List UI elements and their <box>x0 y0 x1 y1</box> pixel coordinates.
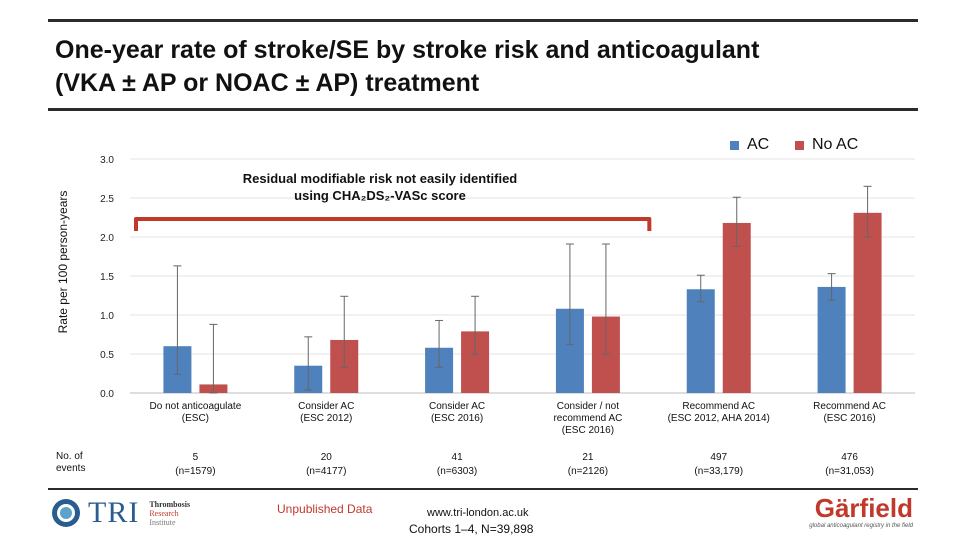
y-axis-label: Rate per 100 person-years <box>56 190 70 334</box>
event-count: 476 (n=31,053) <box>795 451 905 479</box>
legend-label-ac: AC <box>747 136 770 153</box>
legend-item-no-ac: No AC <box>795 136 858 154</box>
website-link[interactable]: www.tri-london.ac.uk <box>427 507 529 519</box>
tri-line-1: Thrombosis <box>149 499 191 509</box>
row-label-line-2: events <box>56 463 86 474</box>
tri-wordmark: TRI <box>88 496 140 529</box>
x-tick-label: Recommend AC (ESC 2012, AHA 2014) <box>654 401 784 425</box>
bar-no-ac <box>853 212 882 393</box>
event-count-n: (n=4177) <box>306 466 347 477</box>
x-tick-label: Do not anticoagulate (ESC) <box>130 401 260 425</box>
legend-swatch-no-ac <box>795 140 804 150</box>
x-tick-label-line: (ESC) <box>181 413 210 424</box>
bar-ac <box>686 289 715 393</box>
annotation-line-2: using CHA₂DS₂-VASc score <box>294 188 466 203</box>
y-tick-label: 1.5 <box>100 272 114 283</box>
event-count: 20 (n=4177) <box>271 451 381 479</box>
tri-logo: TRI Thrombosis Research Institute <box>50 496 190 530</box>
event-count-value: 497 <box>710 452 728 463</box>
y-tick-label: 2.0 <box>100 233 114 244</box>
title-line-1: One-year rate of stroke/SE by stroke ris… <box>55 36 760 64</box>
x-tick-label-line: (ESC 2016) <box>561 425 615 436</box>
tri-institute-name: Thrombosis Research Institute <box>149 500 190 527</box>
x-tick-label-line: (ESC 2012) <box>300 413 353 424</box>
x-tick-label-line: recommend AC <box>553 413 623 424</box>
events-row-label: No. of events <box>56 451 85 475</box>
bar-no-ac <box>722 222 751 393</box>
event-count-n: (n=2126) <box>567 466 609 477</box>
event-count: 41 (n=6303) <box>402 451 512 479</box>
residual-risk-annotation: Residual modifiable risk not easily iden… <box>215 170 545 204</box>
garfield-wordmark: Gärfield <box>814 493 913 523</box>
residual-risk-bracket <box>134 217 652 231</box>
y-tick-label: 3.0 <box>100 155 114 166</box>
tri-line-3: Institute <box>149 517 176 527</box>
cohorts-label: Cohorts 1–4, N=39,898 <box>409 522 534 536</box>
event-count-n: (n=6303) <box>436 466 478 477</box>
x-tick-label-line: Recommend AC <box>813 401 886 412</box>
page-title: One-year rate of stroke/SE by stroke ris… <box>55 34 915 100</box>
legend-item-ac: AC <box>730 136 769 154</box>
event-count-value: 5 <box>192 452 199 463</box>
event-count-value: 20 <box>320 452 332 463</box>
x-tick-label: Consider / not recommend AC (ESC 2016) <box>523 401 653 437</box>
x-tick-label: Consider AC (ESC 2012) <box>261 401 391 425</box>
top-rule <box>48 19 918 22</box>
footer-rule <box>48 488 918 490</box>
event-count: 5 (n=1579) <box>140 451 250 479</box>
event-count-value: 41 <box>451 452 463 463</box>
event-count-value: 476 <box>841 452 858 463</box>
tri-globe-icon <box>52 499 80 527</box>
y-tick-label: 1.0 <box>100 311 114 322</box>
y-tick-label: 0.0 <box>100 389 114 400</box>
x-tick-label: Recommend AC (ESC 2016) <box>785 401 915 425</box>
x-tick-label-line: Consider AC <box>429 401 486 412</box>
title-line-2: (VKA ± AP or NOAC ± AP) treatment <box>55 69 480 97</box>
event-count-value: 21 <box>582 452 594 463</box>
garfield-tagline: global anticoagulant registry in the fie… <box>809 523 913 529</box>
event-count-n: (n=33,179) <box>694 466 744 477</box>
x-tick-label-line: (ESC 2016) <box>430 413 484 424</box>
annotation-line-1: Residual modifiable risk not easily iden… <box>242 171 518 186</box>
unpublished-data-label: Unpublished Data <box>277 502 373 516</box>
x-tick-label-line: Consider AC <box>298 401 355 412</box>
x-tick-label-line: (ESC 2012, AHA 2014) <box>667 413 770 424</box>
y-tick-label: 0.5 <box>100 350 114 361</box>
title-rule <box>48 108 918 111</box>
x-tick-label-line: Consider / not <box>556 401 620 412</box>
event-count-n: (n=31,053) <box>825 466 874 477</box>
y-tick-label: 2.5 <box>100 194 114 205</box>
legend-label-no-ac: No AC <box>812 136 859 153</box>
event-count-n: (n=1579) <box>175 466 216 477</box>
x-tick-label: Consider AC (ESC 2016) <box>392 401 522 425</box>
row-label-line-1: No. of <box>56 451 83 462</box>
bar-ac <box>817 286 846 393</box>
legend-swatch-ac <box>730 140 739 150</box>
tri-line-2: Research <box>149 508 179 518</box>
event-count: 21 (n=2126) <box>533 451 643 479</box>
x-tick-label-line: Recommend AC <box>682 401 756 412</box>
event-count: 497 (n=33,179) <box>664 451 774 479</box>
x-tick-label-line: Do not anticoagulate <box>149 401 242 412</box>
x-tick-label-line: (ESC 2016) <box>823 413 876 424</box>
garfield-logo: Gärfield global anticoagulant registry i… <box>783 494 913 530</box>
